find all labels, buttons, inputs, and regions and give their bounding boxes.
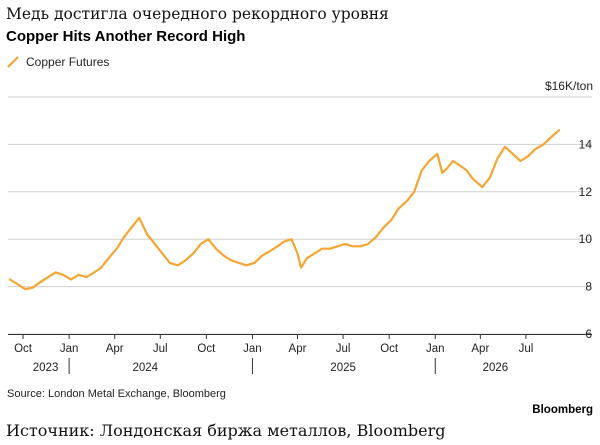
y-tick-label: 12	[579, 185, 593, 199]
year-label: 2024	[132, 362, 158, 374]
x-tick-label: Oct	[197, 343, 216, 355]
y-tick-label: 10	[579, 232, 593, 246]
x-tick-label: Apr	[471, 343, 489, 355]
year-label: 2023	[33, 362, 59, 374]
y-tick-label: 8	[585, 280, 592, 294]
x-tick-label: Jan	[243, 343, 262, 355]
chart-title-ru: Медь достигла очередного рекордного уров…	[6, 5, 389, 23]
y-tick-label: 14	[579, 137, 593, 151]
x-tick-label: Jul	[519, 343, 534, 355]
x-tick-label: Jul	[336, 343, 351, 355]
year-label: 2026	[483, 362, 509, 374]
x-tick-label: Oct	[14, 343, 33, 355]
x-tick-label: Jul	[153, 343, 168, 355]
x-tick-label: Jan	[426, 343, 445, 355]
x-tick-label: Jan	[60, 343, 79, 355]
legend: Copper Futures	[7, 55, 109, 69]
series-line-copper-futures	[8, 129, 561, 291]
bloomberg-logo: Bloomberg	[532, 404, 593, 416]
source-note: Source: London Metal Exchange, Bloomberg	[7, 388, 226, 400]
year-label: 2025	[330, 362, 356, 374]
footer-source-ru: Источник: Лондонская биржа металлов, Blo…	[6, 421, 446, 440]
chart-title: Copper Hits Another Record High	[6, 28, 246, 45]
y-axis-unit: $16K/ton	[544, 79, 593, 93]
x-tick-label: Apr	[289, 343, 307, 355]
chart-plot-area: 68101214OctJanAprJulOctJanAprJulOctJanAp…	[8, 96, 593, 374]
legend-label: Copper Futures	[26, 55, 110, 69]
legend-swatch-icon	[7, 56, 19, 68]
x-tick-label: Oct	[380, 343, 399, 355]
x-tick-label: Apr	[106, 343, 124, 355]
